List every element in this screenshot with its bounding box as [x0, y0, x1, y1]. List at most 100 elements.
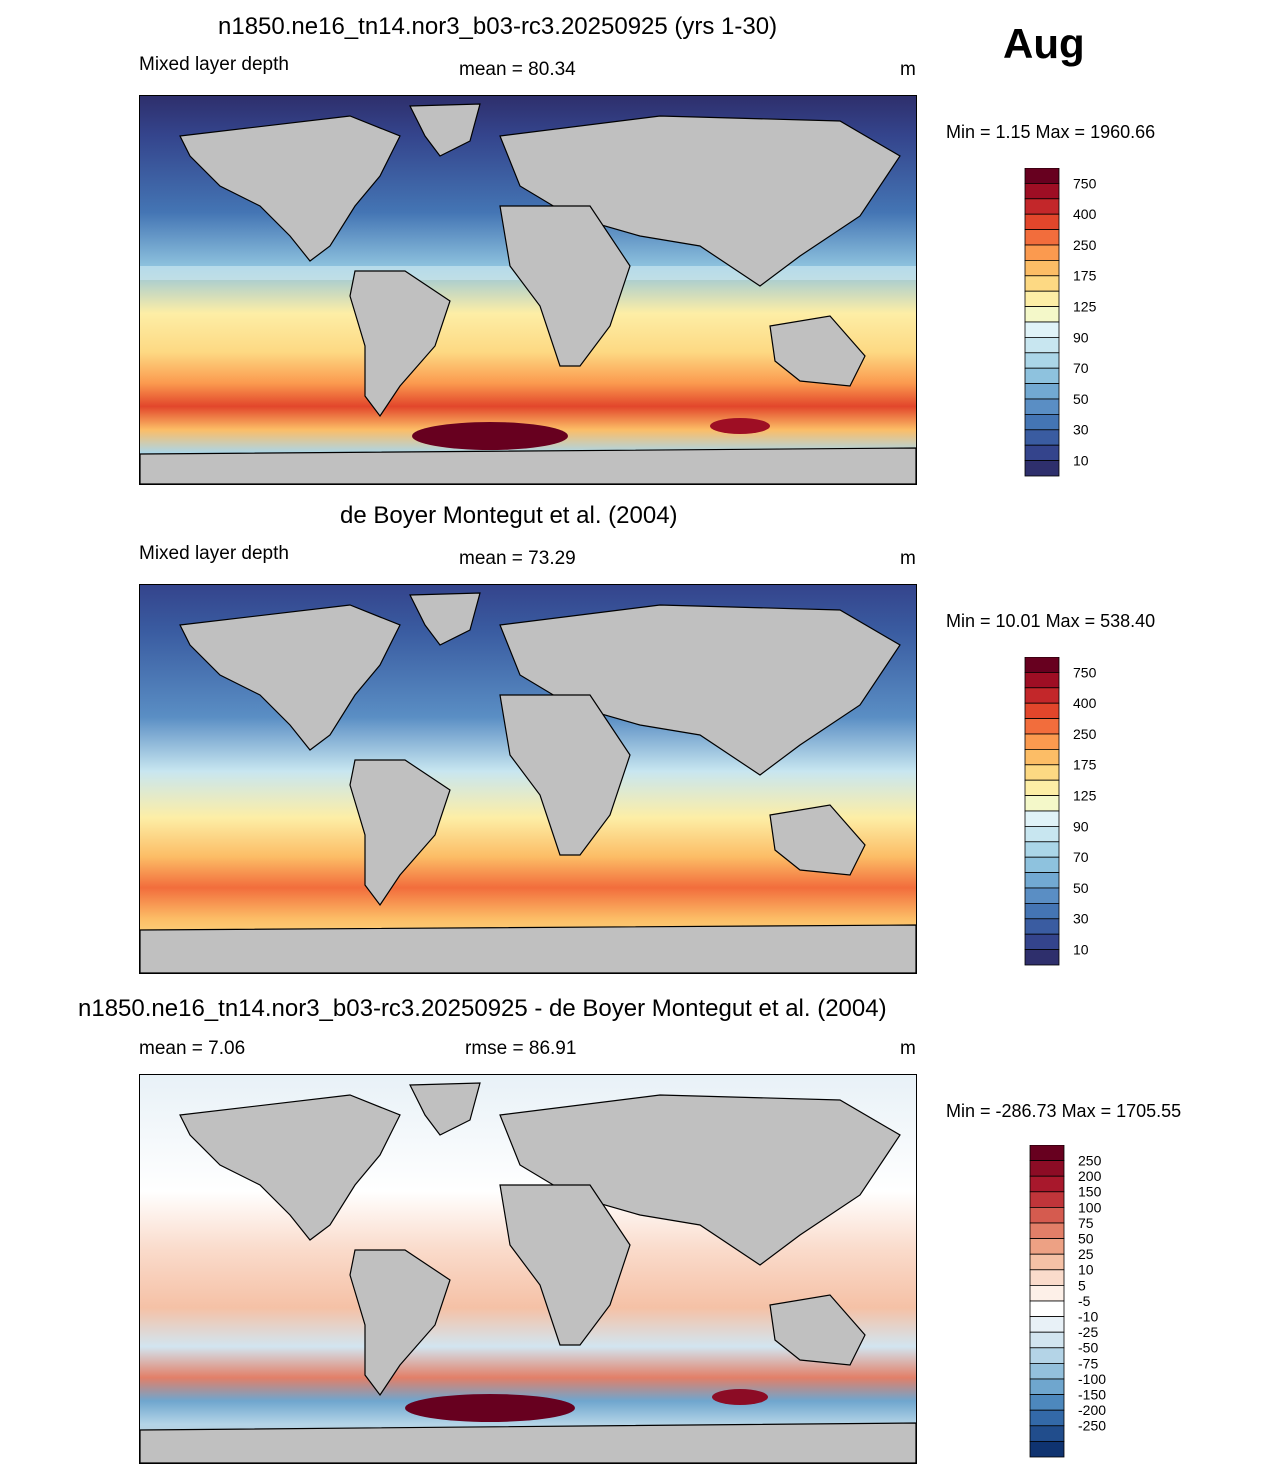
colorbar-tick-label: -50 — [1078, 1340, 1098, 1356]
colorbar-tick-label: 90 — [1073, 818, 1089, 834]
colorbar-tick-label: 250 — [1078, 1153, 1102, 1169]
antarctica — [140, 924, 916, 973]
panel3-rmse-label: rmse = 86.91 — [465, 1038, 577, 1059]
antarctica — [140, 1422, 916, 1463]
colorbar-swatch — [1029, 1238, 1065, 1255]
australia — [769, 804, 866, 876]
colorbar-swatch — [1024, 229, 1060, 246]
panel1-variable-label: Mixed layer depth — [139, 54, 289, 75]
southern-ocean-hotspot — [710, 418, 770, 434]
colorbar-swatch — [1024, 872, 1060, 889]
colorbar-swatch — [1024, 213, 1060, 231]
greenland — [409, 1082, 481, 1136]
colorbar-swatch — [1024, 657, 1060, 673]
colorbar-swatch — [1029, 1316, 1065, 1333]
colorbar-swatch — [1024, 367, 1060, 384]
south-america — [349, 1249, 451, 1397]
colorbar-swatch — [1024, 444, 1060, 462]
colorbar-swatch — [1024, 398, 1060, 415]
colorbar-tick-label: 25 — [1078, 1246, 1094, 1262]
panel2-units-label: m — [900, 548, 916, 569]
colorbar-tick-label: 75 — [1078, 1215, 1094, 1231]
africa — [499, 694, 631, 856]
colorbar-swatch — [1024, 671, 1060, 689]
southern-ocean-hotspot — [405, 1394, 575, 1422]
colorbar-swatch — [1024, 687, 1060, 704]
colorbar-swatch — [1029, 1269, 1065, 1286]
colorbar-tick-label: 90 — [1073, 329, 1089, 345]
colorbar-swatch — [1029, 1160, 1065, 1177]
colorbar-tick-label: 175 — [1073, 268, 1097, 284]
colorbar-swatch — [1024, 321, 1060, 338]
colorbar-tick-label: 100 — [1078, 1199, 1102, 1215]
colorbar-swatch — [1029, 1409, 1065, 1427]
colorbar-swatch — [1029, 1425, 1065, 1442]
colorbar-tick-label: 5 — [1078, 1277, 1086, 1293]
panel1-mean-label: mean = 80.34 — [459, 59, 576, 80]
map-difference-svg — [140, 1075, 916, 1463]
map-observations-svg — [140, 585, 916, 973]
colorbar-swatch — [1024, 810, 1060, 827]
colorbar-tick-label: 150 — [1078, 1184, 1102, 1200]
colorbar-tick-label: 125 — [1073, 788, 1097, 804]
colorbar-swatch — [1024, 933, 1060, 951]
land-mask — [140, 1082, 916, 1463]
month-label: Aug — [1003, 20, 1085, 67]
colorbar-swatch — [1024, 764, 1060, 781]
greenland — [409, 103, 481, 157]
panel2-variable-label: Mixed layer depth — [139, 543, 289, 564]
colorbar-model: 750 400 250 175 125 90 70 50 30 10 — [1024, 168, 1097, 477]
colorbar-tick-label: 250 — [1073, 726, 1097, 742]
south-america — [349, 759, 451, 907]
colorbar-observations: 750 400 250 175 125 90 70 50 30 10 — [1024, 657, 1097, 966]
panel3-units-label: m — [900, 1038, 916, 1059]
panel3-mean-label: mean = 7.06 — [139, 1038, 246, 1059]
colorbar-tick-label: -200 — [1078, 1402, 1106, 1418]
colorbar-swatch — [1024, 275, 1060, 292]
colorbar-swatch — [1029, 1207, 1065, 1224]
colorbar-swatch — [1029, 1300, 1065, 1318]
north-america — [179, 604, 401, 751]
south-america — [349, 270, 451, 418]
colorbar-swatch — [1024, 949, 1060, 966]
north-america — [179, 115, 401, 262]
colorbar-tick-label: 50 — [1073, 391, 1089, 407]
colorbar-tick-label: 175 — [1073, 757, 1097, 773]
southern-ocean-hotspot — [412, 422, 568, 450]
colorbar-tick-label: 400 — [1073, 206, 1097, 222]
colorbar-swatch — [1029, 1378, 1065, 1396]
colorbar-swatch — [1029, 1253, 1065, 1271]
map-panel-model — [139, 95, 917, 485]
colorbar-swatch — [1029, 1347, 1065, 1364]
panel1-minmax: Min = 1.15 Max = 1960.66 — [946, 122, 1156, 142]
colorbar-swatch — [1024, 290, 1060, 307]
map-panel-difference — [139, 1074, 917, 1464]
panel1-units-label: m — [900, 59, 916, 80]
colorbar-swatch — [1024, 244, 1060, 261]
colorbar-tick-label: 400 — [1073, 695, 1097, 711]
colorbar-tick-label: 200 — [1078, 1168, 1102, 1184]
colorbar-swatch — [1024, 902, 1060, 920]
colorbar-swatch — [1024, 779, 1060, 796]
colorbar-swatch — [1029, 1284, 1065, 1302]
southern-ocean-hotspot — [712, 1389, 768, 1405]
colorbar-swatch — [1024, 918, 1060, 935]
colorbar-tick-label: 30 — [1073, 422, 1089, 438]
colorbar-swatch — [1029, 1191, 1065, 1208]
colorbar-tick-label: -75 — [1078, 1355, 1098, 1371]
colorbar-tick-label: -10 — [1078, 1309, 1098, 1325]
colorbar-swatch — [1024, 352, 1060, 369]
colorbar-swatch — [1024, 460, 1060, 477]
colorbar-swatch — [1029, 1362, 1065, 1380]
colorbar-swatch — [1029, 1145, 1065, 1162]
colorbar-tick-label: -100 — [1078, 1371, 1106, 1387]
colorbar-swatch — [1024, 825, 1060, 843]
colorbar-swatch — [1024, 795, 1060, 812]
colorbar-swatch — [1024, 413, 1060, 431]
australia — [769, 1294, 866, 1366]
colorbar-tick-label: 10 — [1073, 453, 1089, 469]
colorbar-tick-label: -250 — [1078, 1418, 1106, 1434]
panel2-mean-label: mean = 73.29 — [459, 548, 576, 569]
colorbar-tick-label: -150 — [1078, 1387, 1106, 1403]
north-america — [179, 1094, 401, 1241]
